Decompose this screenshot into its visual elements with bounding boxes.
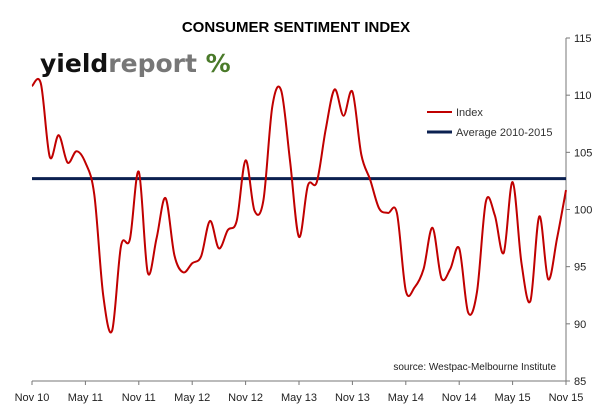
index-data-point	[494, 214, 496, 216]
index-data-point	[58, 134, 60, 136]
index-data-point	[360, 154, 362, 156]
index-data-point	[271, 106, 273, 108]
index-data-point	[298, 236, 300, 238]
index-data-point	[414, 286, 416, 288]
y-tick-label: 95	[574, 262, 586, 274]
index-data-point	[218, 247, 220, 249]
index-data-point	[182, 271, 184, 273]
x-tick-label: Nov 10	[15, 392, 50, 404]
index-data-point	[49, 156, 51, 158]
index-data-point	[120, 245, 122, 247]
index-data-point	[351, 91, 353, 93]
index-data-point	[396, 212, 398, 214]
x-tick-label: May 11	[68, 392, 103, 404]
chart-title: CONSUMER SENTIMENT INDEX	[182, 19, 410, 36]
index-data-point	[378, 207, 380, 209]
index-data-point	[280, 90, 282, 92]
index-data-point	[316, 181, 318, 183]
index-data-point	[138, 171, 140, 173]
legend-label-average: Average 2010-2015	[456, 127, 552, 139]
index-data-point	[31, 85, 33, 87]
index-data-point	[485, 200, 487, 202]
index-data-point	[111, 330, 113, 332]
index-data-point	[191, 262, 193, 264]
legend: Index Average 2010-2015	[427, 107, 552, 139]
index-data-point	[129, 238, 131, 240]
x-tick-label: May 15	[495, 392, 531, 404]
index-data-point	[245, 159, 247, 161]
index-data-point	[343, 115, 345, 117]
index-data-point	[40, 83, 42, 85]
legend-label-index: Index	[456, 107, 483, 119]
index-data-point	[423, 268, 425, 270]
x-tick-label: Nov 11	[122, 392, 156, 404]
index-data-point	[84, 162, 86, 164]
index-data-point	[440, 277, 442, 279]
index-data-point	[209, 220, 211, 222]
index-data-point	[325, 128, 327, 130]
y-tick-label: 105	[574, 147, 592, 159]
y-tick-label: 90	[574, 319, 586, 331]
index-data-point	[156, 237, 158, 239]
index-data-point	[521, 262, 523, 264]
index-data-point	[556, 237, 558, 239]
index-data-point	[165, 197, 167, 199]
x-tick-label: May 14	[388, 392, 424, 404]
svg-text:yieldreport %: yieldreport %	[40, 49, 231, 78]
index-data-point	[147, 271, 149, 273]
index-data-point	[405, 290, 407, 292]
index-data-point	[67, 162, 69, 164]
x-tick-label: Nov 14	[442, 392, 477, 404]
index-data-point	[289, 160, 291, 162]
index-data-point	[512, 181, 514, 183]
index-data-point	[262, 199, 264, 201]
x-tick-label: May 13	[281, 392, 317, 404]
y-tick-label: 85	[574, 376, 586, 388]
index-data-point	[173, 254, 175, 256]
index-data-point	[369, 179, 371, 181]
series-layer	[31, 78, 567, 334]
index-data-point	[467, 311, 469, 313]
index-data-point	[236, 220, 238, 222]
logo-part-yield: yield	[40, 49, 108, 78]
index-data-point	[547, 278, 549, 280]
index-data-point	[432, 227, 434, 229]
index-data-point	[254, 210, 256, 212]
index-data-point	[529, 300, 531, 302]
index-data-point	[93, 194, 95, 196]
index-data-point	[200, 255, 202, 257]
index-data-point	[449, 268, 451, 270]
y-axis-ticks: 85 90 95 100 105 110 115	[566, 33, 592, 388]
index-data-point	[102, 294, 104, 296]
index-data-point	[334, 88, 336, 90]
index-data-point	[307, 184, 309, 186]
x-tick-label: May 12	[174, 392, 210, 404]
index-data-point	[476, 291, 478, 293]
index-data-point	[76, 150, 78, 152]
x-tick-label: Nov 13	[335, 392, 370, 404]
series-line-index	[31, 78, 567, 334]
source-note: source: Westpac-Melbourne Institute	[393, 362, 556, 373]
y-tick-label: 115	[574, 33, 592, 45]
y-tick-label: 110	[574, 90, 592, 102]
x-axis-ticks: Nov 10 May 11 Nov 11 May 12 Nov 12 May 13 Nov …	[15, 381, 584, 404]
yieldreport-logo: yieldreport %	[40, 49, 231, 78]
index-data-point	[503, 252, 505, 254]
logo-part-report: report	[108, 49, 197, 78]
y-tick-label: 100	[574, 205, 592, 217]
index-data-point	[458, 247, 460, 249]
index-data-point	[227, 229, 229, 231]
x-tick-label: Nov 12	[228, 392, 263, 404]
index-data-point	[565, 189, 567, 191]
index-data-point	[387, 212, 389, 214]
logo-part-percent: %	[197, 49, 231, 78]
x-tick-label: Nov 15	[549, 392, 584, 404]
index-data-point	[538, 215, 540, 217]
